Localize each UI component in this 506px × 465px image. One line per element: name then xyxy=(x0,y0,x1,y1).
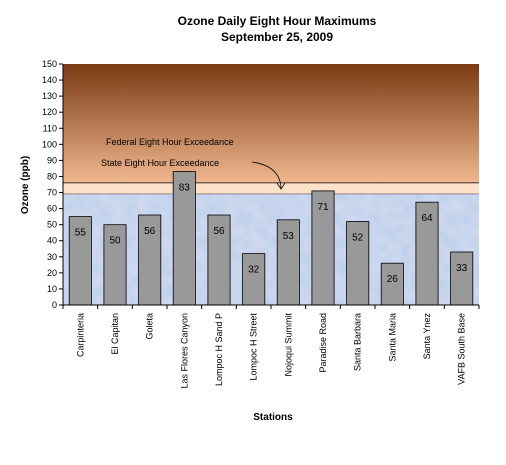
state-exceedance-arrow xyxy=(251,161,282,189)
category-label: Lompoc H Sand P xyxy=(214,313,224,386)
y-axis-title: Ozone (ppb) xyxy=(20,156,31,214)
category-label: Nojoqui Summit xyxy=(283,313,293,377)
data-label: 56 xyxy=(213,226,225,237)
data-label: 83 xyxy=(179,183,191,194)
exceedance-band xyxy=(63,182,479,195)
y-tick-label: 130 xyxy=(42,91,57,101)
y-tick-label: 40 xyxy=(47,236,57,246)
chart-title: Ozone Daily Eight Hour Maximums xyxy=(178,14,377,28)
high-ozone-zone xyxy=(63,64,479,183)
y-tick-label: 90 xyxy=(47,155,57,165)
good-ozone-zone xyxy=(63,194,479,305)
y-tick-label: 120 xyxy=(42,107,57,117)
data-label: 64 xyxy=(421,213,433,224)
category-label: Goleta xyxy=(145,313,155,340)
data-labels: 55 50 56 83 56 32 53 71 52 26 64 33 xyxy=(75,183,468,286)
y-tick-label: 80 xyxy=(47,171,57,181)
data-label: 33 xyxy=(456,263,468,274)
category-label: Santa Barbara xyxy=(353,313,363,371)
y-tick-label: 0 xyxy=(52,300,57,310)
y-tick-label: 150 xyxy=(42,59,57,69)
data-label: 52 xyxy=(352,233,364,244)
data-label: 26 xyxy=(387,274,399,285)
data-label: 71 xyxy=(317,202,329,213)
category-label: Carpinteria xyxy=(75,313,85,357)
category-label: El Capitan xyxy=(110,313,120,355)
state-exceedance-arrowhead xyxy=(276,182,286,190)
y-tick-label: 100 xyxy=(42,139,57,149)
y-tick-labels: 0 10 20 30 40 50 60 70 80 90 100 110 120 130 140 150 xyxy=(42,59,57,310)
plot-background xyxy=(63,64,479,305)
category-label: Santa Ynez xyxy=(422,313,432,360)
y-tick-label: 70 xyxy=(47,188,57,198)
y-tick-label: 10 xyxy=(47,284,57,294)
data-label: 55 xyxy=(75,228,87,239)
category-label: VAFB South Base xyxy=(457,313,467,385)
y-tick-label: 30 xyxy=(47,252,57,262)
y-tick-label: 140 xyxy=(42,75,57,85)
bar xyxy=(242,253,266,306)
data-label: 50 xyxy=(109,236,121,247)
x-axis-title: Stations xyxy=(253,412,293,423)
category-label: Las Flores Canyon xyxy=(179,313,189,389)
threshold-annotations: Federal Eight Hour Exceedance State Eight… xyxy=(101,137,286,190)
category-label: Lompoc H Street xyxy=(249,313,259,381)
category-label: Paradise Road xyxy=(318,313,328,373)
federal-exceedance-label: Federal Eight Hour Exceedance xyxy=(106,137,234,147)
data-label: 53 xyxy=(283,231,295,242)
y-tick-label: 20 xyxy=(47,268,57,278)
chart-subtitle: September 25, 2009 xyxy=(221,30,333,44)
axes-group xyxy=(59,63,480,309)
state-exceedance-label: State Eight Hour Exceedance xyxy=(101,158,219,168)
category-label: Santa Maria xyxy=(387,313,397,362)
y-tick-label: 60 xyxy=(47,204,57,214)
x-category-labels: Carpinteria El Capitan Goleta Las Flores Ca… xyxy=(75,313,466,389)
y-tick-label: 110 xyxy=(43,123,57,133)
data-label: 32 xyxy=(248,265,260,276)
data-label: 56 xyxy=(144,226,156,237)
bar xyxy=(450,251,474,306)
y-tick-label: 50 xyxy=(47,220,57,230)
